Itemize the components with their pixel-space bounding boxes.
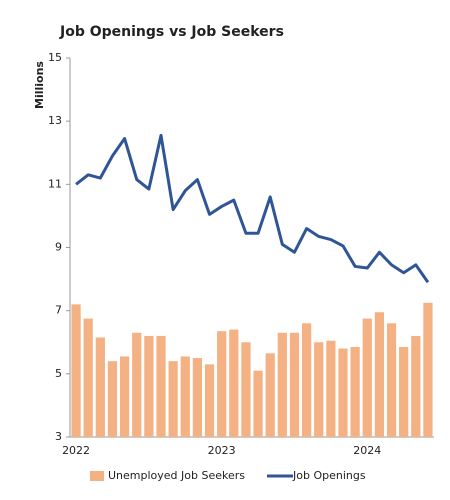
y-tick-label: 11 — [48, 177, 62, 190]
bar — [119, 356, 130, 437]
bar — [326, 340, 336, 437]
line — [75, 133, 430, 284]
bar — [217, 331, 227, 437]
legend-swatch — [90, 471, 104, 481]
x-tick-label: 2022 — [62, 444, 90, 457]
bar — [95, 337, 105, 437]
bar — [156, 335, 166, 437]
chart-title: Job Openings vs Job Seekers — [59, 24, 284, 40]
bar — [399, 346, 409, 437]
bar — [144, 335, 154, 437]
bar — [83, 318, 93, 437]
bar — [241, 342, 251, 437]
bar — [277, 332, 287, 437]
bar — [168, 361, 178, 437]
legend-label: Unemployed Job Seekers — [108, 469, 245, 482]
bar — [107, 361, 118, 437]
y-tick-label: 7 — [55, 304, 62, 317]
bar — [192, 358, 203, 437]
y-tick-label: 3 — [55, 430, 62, 443]
bar — [229, 329, 239, 437]
bar — [338, 348, 348, 437]
bar — [204, 364, 215, 437]
bar — [374, 312, 385, 437]
bar — [180, 356, 190, 437]
bar — [350, 346, 360, 437]
y-tick-label: 13 — [48, 114, 62, 127]
bar — [265, 353, 275, 437]
bar — [314, 342, 324, 437]
bar — [301, 323, 312, 437]
x-tick-label: 2024 — [353, 444, 381, 457]
bar — [386, 323, 397, 437]
bar — [132, 332, 142, 437]
y-axis-label: Millions — [33, 61, 46, 109]
y-tick-label: 5 — [55, 367, 62, 380]
y-tick-label: 9 — [55, 241, 62, 254]
y-tick-label: 15 — [48, 51, 62, 64]
bar — [289, 332, 300, 437]
x-tick-label: 2023 — [208, 444, 236, 457]
bar — [253, 370, 263, 437]
legend-label: Job Openings — [292, 469, 366, 482]
bar — [71, 304, 81, 437]
bar — [411, 335, 421, 437]
bar — [362, 318, 372, 437]
bar — [423, 302, 433, 437]
